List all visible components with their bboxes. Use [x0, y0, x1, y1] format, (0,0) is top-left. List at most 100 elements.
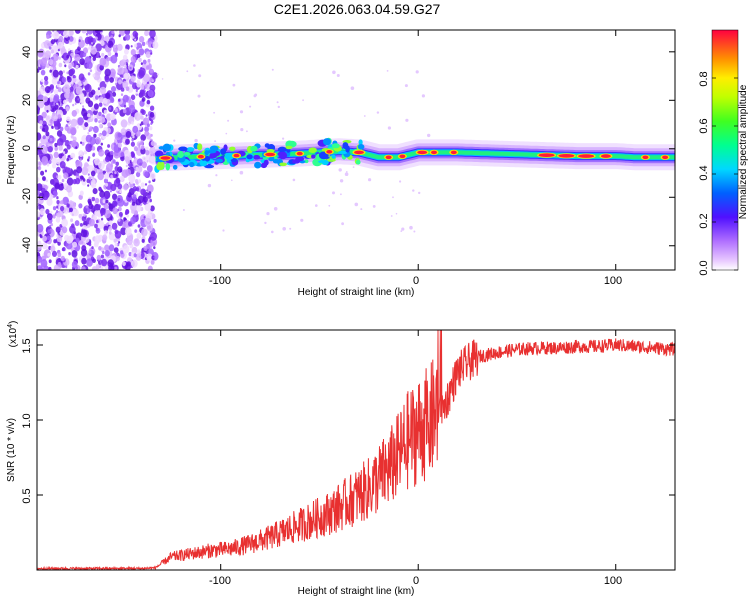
noise-dot: [112, 207, 118, 215]
noise-dot: [123, 64, 127, 69]
noise-dot: [88, 176, 92, 180]
noise-dot: [108, 107, 112, 110]
spectral-blob: [285, 145, 293, 150]
noise-dot: [47, 213, 53, 221]
noise-dot: [153, 218, 157, 223]
noise-dot: [95, 219, 99, 224]
noise-dot: [57, 41, 64, 49]
noise-dot: [91, 246, 94, 250]
noise-dot: [103, 178, 109, 184]
noise-dot: [81, 257, 87, 265]
noise-dot: [131, 259, 138, 268]
spectrogram-ytick-label: -40: [21, 237, 33, 253]
noise-dot: [140, 139, 144, 145]
noise-dot: [92, 188, 98, 195]
noise-dot: [91, 42, 93, 45]
noise-dot: [134, 188, 137, 192]
noise-dot: [92, 73, 96, 78]
noise-dot: [140, 182, 145, 188]
noise-dot: [80, 229, 88, 238]
noise-dot: [46, 198, 53, 206]
noise-dot: [44, 50, 51, 59]
noise-dot: [386, 70, 389, 72]
noise-dot: [82, 47, 89, 54]
snr-y-axis-label: SNR (10 * v/v): [6, 418, 17, 482]
noise-dot: [74, 75, 77, 79]
noise-dot: [86, 61, 93, 70]
noise-dot: [232, 83, 236, 87]
noise-dot: [130, 49, 136, 56]
noise-dot: [273, 207, 278, 211]
noise-dot: [115, 174, 118, 177]
noise-dot: [86, 258, 93, 267]
noise-dot: [70, 118, 78, 127]
noise-dot: [74, 102, 77, 105]
noise-dot: [40, 69, 46, 76]
noise-dot: [107, 144, 111, 148]
noise-dot: [42, 176, 46, 181]
noise-dot: [58, 35, 64, 42]
noise-dot: [47, 252, 51, 257]
noise-dot: [126, 214, 130, 218]
noise-dot: [52, 31, 60, 40]
noise-dot: [61, 247, 65, 252]
noise-dot: [138, 179, 142, 184]
noise-dot: [392, 196, 394, 199]
noise-dot: [64, 125, 70, 132]
noise-dot: [112, 200, 117, 207]
noise-dot: [79, 98, 85, 105]
noise-dot: [63, 30, 70, 38]
noise-dot: [117, 98, 124, 105]
noise-dot: [130, 94, 136, 101]
noise-dot: [161, 78, 164, 80]
noise-dot: [62, 151, 66, 154]
spectral-blob: [162, 143, 172, 152]
noise-dot: [138, 57, 142, 63]
noise-dot: [40, 57, 47, 67]
noise-dot: [57, 48, 61, 52]
noise-dot: [48, 259, 52, 264]
noise-dot: [399, 180, 402, 183]
noise-dot: [44, 75, 49, 82]
noise-dot: [118, 206, 122, 212]
noise-dot: [135, 166, 139, 172]
noise-dot: [145, 154, 152, 162]
noise-dot: [37, 265, 44, 270]
noise-dot: [150, 133, 153, 137]
noise-dot: [82, 105, 85, 108]
noise-dot: [103, 225, 109, 232]
noise-dot: [54, 146, 58, 151]
noise-dot: [69, 126, 77, 136]
noise-dot: [49, 84, 54, 90]
noise-dot: [124, 227, 132, 236]
colorbar-frame: [711, 29, 739, 271]
noise-dot: [83, 150, 88, 155]
noise-dot: [81, 245, 87, 252]
noise-dot: [118, 241, 121, 244]
noise-dot: [79, 158, 82, 161]
noise-dot: [122, 94, 129, 103]
noise-dot: [52, 30, 55, 33]
noise-dot: [84, 122, 89, 128]
noise-dot: [37, 206, 40, 210]
noise-dot: [86, 30, 94, 35]
noise-dot: [43, 40, 51, 49]
noise-dot: [81, 142, 85, 146]
noise-dot: [135, 181, 139, 185]
noise-dot: [354, 202, 359, 207]
snr-frame: [36, 329, 676, 571]
noise-dot: [59, 161, 66, 169]
snr-ytick-label: 1.0: [21, 413, 33, 428]
noise-dot: [71, 213, 74, 216]
noise-dot: [80, 141, 83, 144]
noise-dot: [92, 56, 97, 61]
noise-dot: [102, 97, 108, 104]
noise-dot: [69, 36, 74, 42]
colorbar-tick-label: 0.6: [698, 118, 710, 133]
noise-dot: [70, 152, 76, 159]
spectral-blob: [250, 145, 258, 152]
noise-dot: [112, 193, 118, 200]
spectral-blob: [172, 164, 178, 170]
noise-dot: [56, 235, 63, 243]
noise-dot: [71, 110, 78, 117]
